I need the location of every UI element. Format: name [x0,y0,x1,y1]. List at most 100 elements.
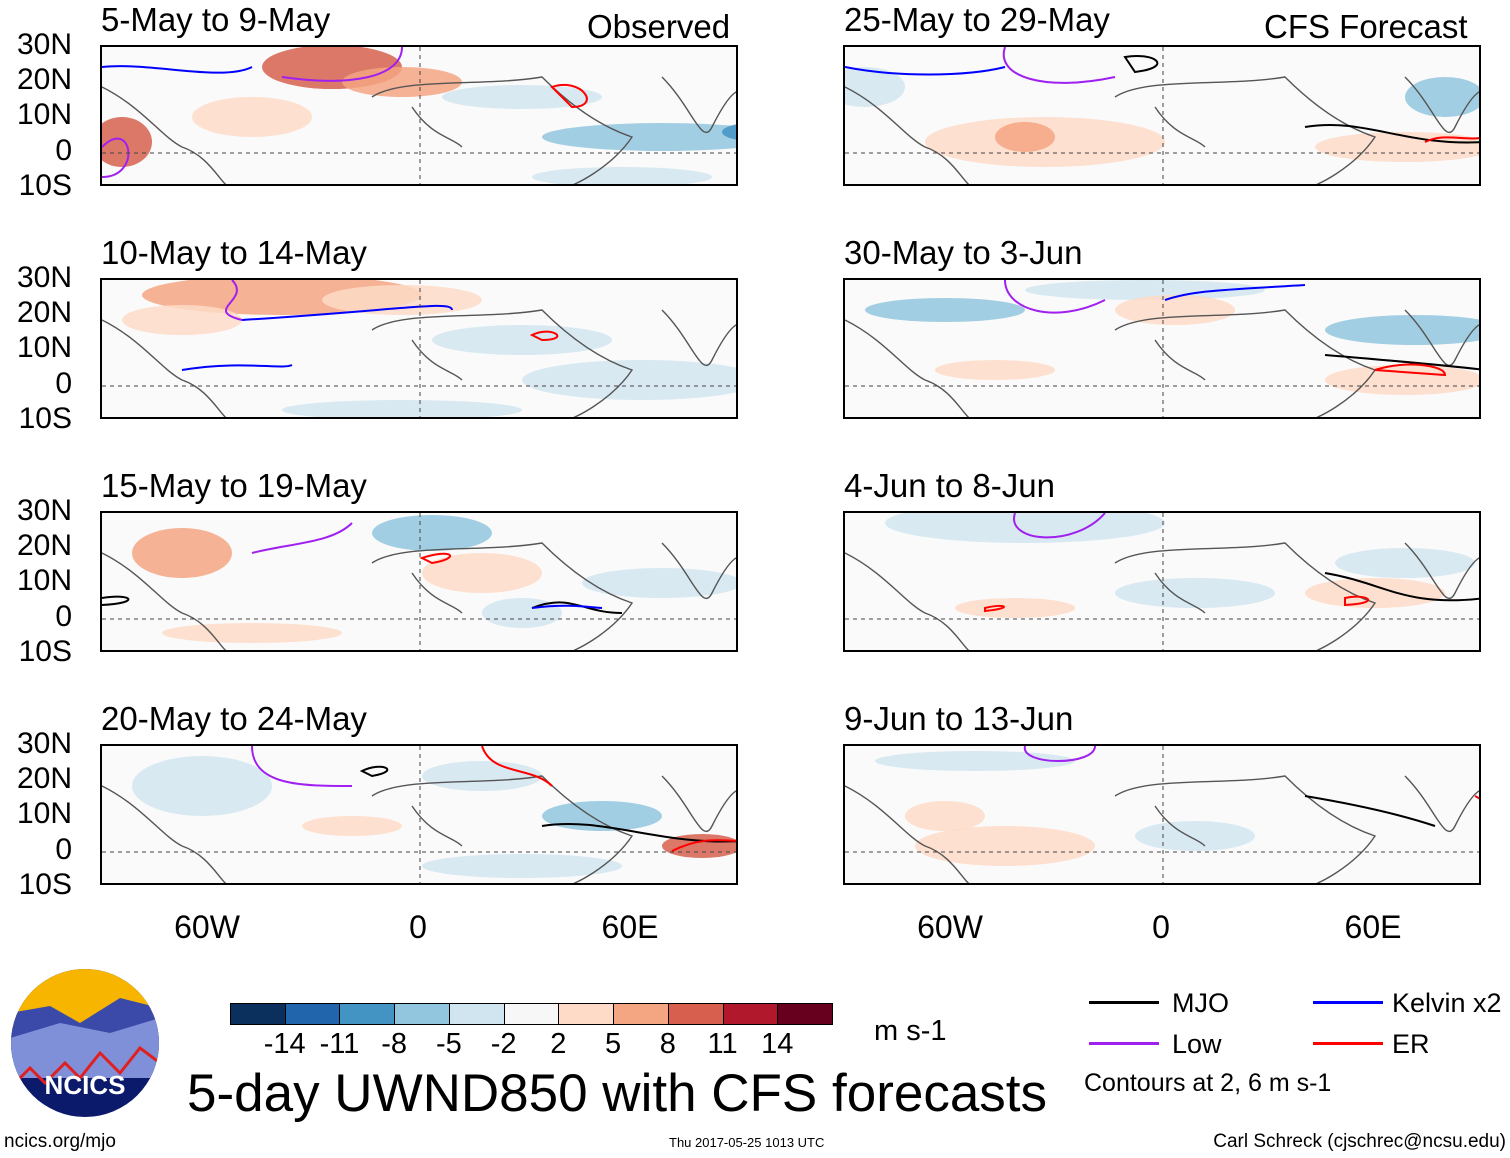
wind-anomaly-shading [995,122,1055,152]
y-tick-label: 10N [16,797,72,831]
legend-mjo-line [1089,1001,1159,1004]
map-panel [100,278,738,419]
wind-anomaly-shading [1405,77,1479,117]
wave-contour [281,47,403,82]
wind-anomaly-shading [915,826,1095,866]
wave-contour [1304,123,1479,144]
wind-anomaly-shading [955,598,1075,618]
colorbar-swatch [284,1003,341,1025]
wind-anomaly-shading [935,360,1055,380]
coastline [845,542,1479,650]
wind-anomaly-shading [432,325,612,355]
wind-anomaly-shading [1115,578,1275,608]
y-tick-label: 0 [55,133,72,167]
legend-low-line [1089,1042,1159,1045]
wave-contour [225,280,243,321]
colorbar-swatch [722,1003,779,1025]
wave-contour [1004,280,1106,314]
legend-low-label: Low [1172,1029,1222,1059]
footer-author: Carl Schreck (cjschrec@ncsu.edu) [1213,1131,1506,1152]
legend-kelvin-line [1313,1001,1383,1004]
wind-anomaly-shading [422,854,622,878]
coastline [102,542,736,650]
y-tick-label: 0 [55,832,72,866]
y-tick-label: 10S [18,867,72,901]
wave-contour [1474,795,1479,800]
panel-title: 5-May to 9-May [101,1,331,38]
colorbar-swatch [394,1003,450,1025]
x-tick-label: 60W [917,909,983,945]
panel-title: 9-Jun to 13-Jun [844,700,1074,737]
y-tick-label: 0 [55,366,72,400]
wave-contour [251,746,353,787]
colorbar-label: 14 [761,1028,794,1060]
wind-anomaly-shading [442,85,602,109]
wind-anomaly-shading [865,298,1025,322]
wind-anomaly-shading [582,568,736,598]
colorbar-label: -11 [319,1028,360,1060]
x-tick-label: 60W [174,909,240,945]
wind-anomaly-shading [1335,548,1475,578]
footer-timestamp: Thu 2017-05-25 1013 UTC [669,1135,825,1150]
legend-er-label: ER [1392,1029,1430,1059]
wave-contour [102,595,130,606]
colorbar-label: 8 [659,1028,676,1060]
panel-title: 4-Jun to 8-Jun [844,467,1055,504]
forecast-label: CFS Forecast [1264,8,1468,45]
wave-contour [845,66,1006,76]
wind-anomaly-shading [102,117,152,167]
wave-contour [671,839,736,852]
colorbar-label: -2 [490,1028,517,1060]
wave-contour [1013,513,1106,539]
ncics-logo: NCICS [11,969,159,1117]
wind-anomaly-shading [422,761,542,791]
y-tick-label: 20N [16,63,72,97]
coastline [102,309,736,417]
colorbar-label: 5 [605,1028,622,1060]
y-tick-label: 20N [16,296,72,330]
map-panel [843,278,1481,419]
wind-anomaly-shading [875,751,1075,771]
wind-anomaly-shading [342,67,462,97]
wave-contour [1002,47,1116,84]
wave-contour [251,522,353,554]
wave-contour [181,364,293,371]
y-tick-label: 10S [18,168,72,202]
wind-anomaly-shading [532,167,712,184]
colorbar-swatch [339,1003,396,1025]
y-tick-label: 20N [16,529,72,563]
y-tick-label: 0 [55,599,72,633]
wind-anomaly-shading [1305,578,1445,608]
y-tick-label: 30N [16,727,72,760]
legend-er-line [1313,1042,1383,1045]
wind-anomaly-shading [282,400,522,417]
panel-title: 20-May to 24-May [101,700,367,737]
coastline [102,76,736,184]
wave-contour [541,822,736,843]
wind-anomaly-shading [372,515,492,551]
panel-title: 30-May to 3-Jun [844,234,1083,271]
coastline [102,775,736,883]
wave-contour [1424,136,1479,143]
wave-contour [1324,354,1479,371]
colorbar-units: m s-1 [874,1015,947,1047]
wave-contour [984,604,1005,613]
wave-contour [531,601,623,614]
x-tick-label: 0 [409,909,427,945]
wave-contour [1023,746,1096,762]
wind-anomaly-shading [322,285,482,315]
wind-anomaly-shading [1135,821,1255,851]
colorbar-label: 2 [550,1028,567,1060]
y-tick-label: 30N [16,261,72,294]
legend-kelvin-label: Kelvin x2 [1392,988,1502,1018]
y-tick-label: 10N [16,331,72,365]
coastline [845,309,1479,417]
colorbar-swatch [448,1003,505,1025]
wind-anomaly-shading [542,123,736,151]
wave-contour [102,65,253,74]
wave-contour [481,746,553,787]
map-panel [843,511,1481,652]
colorbar-label: -8 [381,1028,408,1060]
y-tick-label: 10N [16,564,72,598]
